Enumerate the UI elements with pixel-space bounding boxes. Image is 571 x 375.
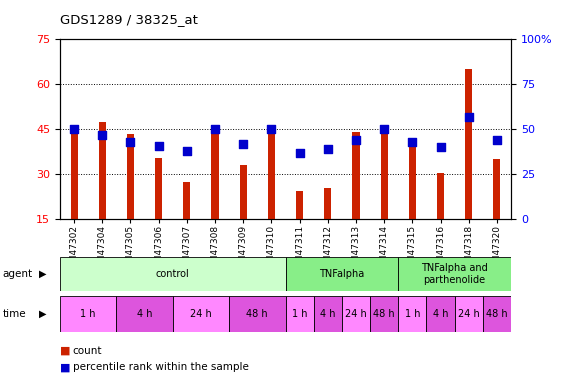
Bar xyxy=(455,296,483,332)
Bar xyxy=(60,296,116,332)
Text: 1 h: 1 h xyxy=(405,309,420,319)
Text: 1 h: 1 h xyxy=(292,309,307,319)
Bar xyxy=(352,132,360,219)
Bar xyxy=(268,128,275,219)
Bar xyxy=(240,165,247,219)
Bar xyxy=(99,122,106,219)
Bar xyxy=(296,191,303,219)
Text: 4 h: 4 h xyxy=(320,309,336,319)
Text: ■: ■ xyxy=(60,363,70,372)
Text: 1 h: 1 h xyxy=(81,309,96,319)
Bar xyxy=(173,296,229,332)
Text: 4 h: 4 h xyxy=(433,309,448,319)
Text: agent: agent xyxy=(3,269,33,279)
Bar xyxy=(427,296,455,332)
Point xyxy=(464,114,473,120)
Bar xyxy=(211,128,219,219)
Text: time: time xyxy=(3,309,26,319)
Bar xyxy=(370,296,399,332)
Point xyxy=(126,139,135,145)
Bar xyxy=(483,296,511,332)
Point xyxy=(154,142,163,148)
Text: 4 h: 4 h xyxy=(137,309,152,319)
Point xyxy=(98,132,107,138)
Text: control: control xyxy=(156,269,190,279)
Text: GDS1289 / 38325_at: GDS1289 / 38325_at xyxy=(60,13,198,26)
Point xyxy=(182,148,191,154)
Text: 48 h: 48 h xyxy=(486,309,508,319)
Point xyxy=(295,150,304,156)
Point xyxy=(436,144,445,150)
Bar xyxy=(71,131,78,219)
Bar xyxy=(465,69,472,219)
Point xyxy=(323,146,332,152)
Bar xyxy=(229,296,286,332)
Text: 48 h: 48 h xyxy=(247,309,268,319)
Text: 24 h: 24 h xyxy=(345,309,367,319)
Text: ■: ■ xyxy=(60,346,70,355)
Point xyxy=(239,141,248,147)
Bar xyxy=(286,296,313,332)
Bar xyxy=(116,296,173,332)
Point xyxy=(267,126,276,132)
Point xyxy=(380,126,389,132)
Bar xyxy=(399,257,511,291)
Text: TNFalpha: TNFalpha xyxy=(319,269,364,279)
Point xyxy=(408,139,417,145)
Bar xyxy=(493,159,500,219)
Bar xyxy=(409,140,416,219)
Text: TNFalpha and
parthenolide: TNFalpha and parthenolide xyxy=(421,263,488,285)
Point xyxy=(70,126,79,132)
Bar xyxy=(127,134,134,219)
Text: percentile rank within the sample: percentile rank within the sample xyxy=(73,363,248,372)
Text: 24 h: 24 h xyxy=(190,309,212,319)
Bar xyxy=(60,257,286,291)
Bar xyxy=(155,158,162,219)
Bar xyxy=(399,296,427,332)
Text: ▶: ▶ xyxy=(39,269,46,279)
Bar xyxy=(313,296,342,332)
Point xyxy=(351,137,360,143)
Bar xyxy=(324,188,331,219)
Bar xyxy=(342,296,370,332)
Bar xyxy=(286,257,399,291)
Bar xyxy=(381,125,388,219)
Text: ▶: ▶ xyxy=(39,309,46,319)
Point xyxy=(492,137,501,143)
Bar xyxy=(183,182,190,219)
Bar xyxy=(437,173,444,219)
Point xyxy=(211,126,220,132)
Text: 24 h: 24 h xyxy=(458,309,480,319)
Text: count: count xyxy=(73,346,102,355)
Text: 48 h: 48 h xyxy=(373,309,395,319)
